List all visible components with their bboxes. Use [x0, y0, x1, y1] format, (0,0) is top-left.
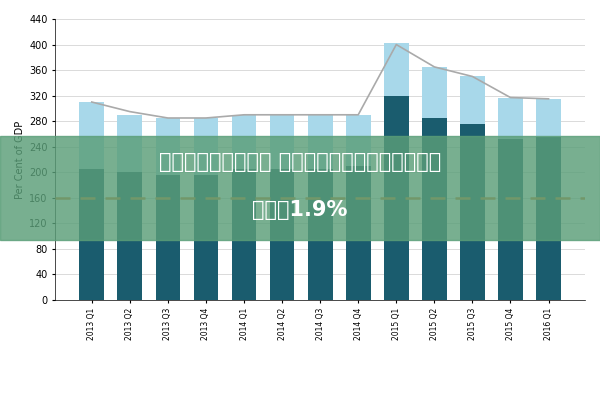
Bar — [536, 99, 561, 137]
Bar — [270, 169, 295, 300]
Bar — [346, 115, 371, 166]
Bar — [232, 169, 256, 300]
Text: 比增长1.9%: 比增长1.9% — [253, 200, 347, 220]
Bar — [308, 115, 332, 169]
Bar — [384, 43, 409, 96]
Bar — [194, 176, 218, 300]
Bar — [79, 102, 104, 169]
Bar — [155, 118, 180, 176]
Bar — [422, 67, 447, 118]
Bar — [270, 115, 295, 169]
Y-axis label: Per Cent of GDP: Per Cent of GDP — [15, 120, 25, 199]
Bar — [79, 169, 104, 300]
Bar — [536, 137, 561, 300]
Bar — [118, 115, 142, 172]
Bar — [384, 96, 409, 300]
Bar — [460, 124, 485, 300]
Bar — [498, 98, 523, 139]
Text: 股票配资平台那个好 上半年国有企业营业总收入同: 股票配资平台那个好 上半年国有企业营业总收入同 — [159, 152, 441, 172]
Bar — [155, 176, 180, 300]
Bar — [460, 76, 485, 124]
Bar — [308, 169, 332, 300]
Bar — [346, 166, 371, 300]
Bar — [498, 139, 523, 300]
Bar — [118, 172, 142, 300]
Bar — [232, 115, 256, 169]
Bar — [422, 118, 447, 300]
Bar — [194, 118, 218, 176]
